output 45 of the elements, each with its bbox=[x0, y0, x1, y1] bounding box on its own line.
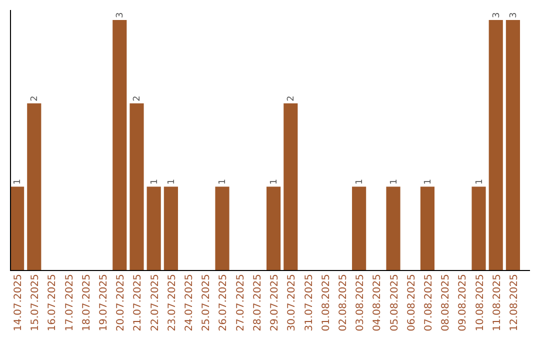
x-tick-label: 05.08.2025 bbox=[389, 274, 400, 332]
x-tick-label: 01.08.2025 bbox=[320, 274, 332, 332]
x-tick-label: 10.08.2025 bbox=[474, 274, 486, 332]
data-label: 1 bbox=[166, 178, 177, 185]
x-tick-label: 28.07.2025 bbox=[252, 274, 264, 332]
data-label: 2 bbox=[30, 96, 40, 102]
x-tick-label: 03.08.2025 bbox=[355, 274, 366, 332]
x-tick-label: 02.08.2025 bbox=[338, 274, 349, 332]
x-tick-label: 21.07.2025 bbox=[132, 274, 144, 332]
x-tick-label: 26.07.2025 bbox=[218, 274, 230, 332]
data-label: 1 bbox=[150, 178, 160, 185]
x-tick-label: 11.08.2025 bbox=[492, 274, 503, 332]
data-label: 1 bbox=[355, 178, 366, 185]
x-tick-label: 27.07.2025 bbox=[235, 274, 246, 332]
x-tick-label: 04.08.2025 bbox=[372, 274, 384, 332]
x-tick-label: 17.07.2025 bbox=[64, 274, 76, 332]
x-tick-label: 30.07.2025 bbox=[286, 274, 298, 332]
x-tick-label: 18.07.2025 bbox=[81, 274, 92, 332]
data-label: 2 bbox=[286, 96, 297, 102]
data-label: 2 bbox=[132, 96, 143, 102]
data-label: 1 bbox=[270, 178, 280, 185]
data-label: 1 bbox=[474, 178, 485, 185]
x-tick-label: 31.07.2025 bbox=[304, 274, 315, 332]
x-tick-label: 25.07.2025 bbox=[201, 274, 212, 332]
x-tick-label: 15.07.2025 bbox=[30, 274, 42, 332]
x-tick-label: 24.07.2025 bbox=[184, 274, 196, 332]
x-tick-label: 19.07.2025 bbox=[98, 274, 110, 332]
x-tick-label: 29.07.2025 bbox=[270, 274, 281, 332]
x-tick-label: 16.07.2025 bbox=[47, 274, 58, 332]
x-tick-label: 23.07.2025 bbox=[166, 274, 178, 332]
x-tick-label: 14.07.2025 bbox=[13, 274, 24, 332]
x-tick-label: 09.08.2025 bbox=[458, 274, 469, 332]
x-tick-label: 06.08.2025 bbox=[406, 274, 418, 332]
data-label: 1 bbox=[423, 178, 434, 185]
x-tick-label: 22.07.2025 bbox=[150, 274, 161, 332]
data-label: 3 bbox=[492, 12, 502, 18]
x-tick-label: 20.07.2025 bbox=[116, 274, 127, 332]
x-tick-label: 08.08.2025 bbox=[440, 274, 452, 332]
data-label: 1 bbox=[13, 178, 24, 185]
x-tick-label: 12.08.2025 bbox=[508, 274, 520, 332]
data-label: 3 bbox=[508, 12, 519, 18]
x-tick-label: 07.08.2025 bbox=[423, 274, 434, 332]
data-label: 1 bbox=[389, 178, 400, 185]
data-label: 1 bbox=[218, 178, 228, 185]
data-label: 3 bbox=[116, 12, 126, 18]
